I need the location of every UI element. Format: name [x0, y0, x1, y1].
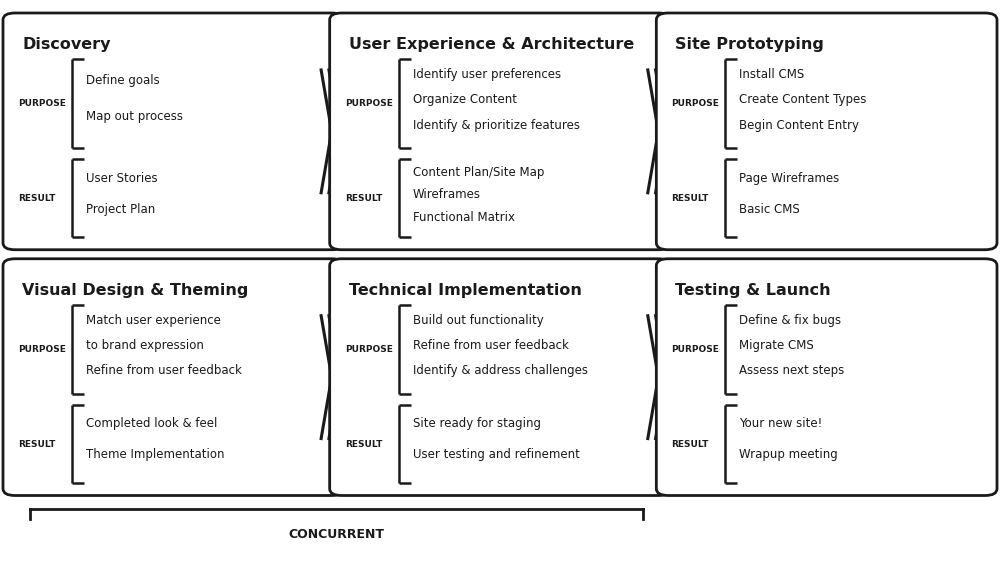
Text: RESULT: RESULT [345, 440, 382, 449]
Text: Discovery: Discovery [22, 37, 110, 52]
Text: Wrapup meeting: Wrapup meeting [739, 449, 838, 462]
Text: Content Plan/Site Map: Content Plan/Site Map [413, 166, 544, 179]
Text: Refine from user feedback: Refine from user feedback [413, 339, 569, 352]
FancyBboxPatch shape [330, 259, 670, 496]
Text: Theme Implementation: Theme Implementation [86, 449, 224, 462]
Text: Match user experience: Match user experience [86, 314, 221, 327]
Text: RESULT: RESULT [671, 440, 709, 449]
Text: Page Wireframes: Page Wireframes [739, 172, 840, 185]
Text: PURPOSE: PURPOSE [18, 99, 66, 108]
Text: PURPOSE: PURPOSE [18, 345, 66, 354]
Text: Create Content Types: Create Content Types [739, 93, 867, 106]
Text: RESULT: RESULT [18, 194, 55, 203]
Text: RESULT: RESULT [18, 440, 55, 449]
Text: Testing & Launch: Testing & Launch [675, 282, 831, 298]
Text: User Stories: User Stories [86, 172, 158, 185]
Text: Wireframes: Wireframes [413, 189, 481, 202]
Text: User Experience & Architecture: User Experience & Architecture [349, 37, 634, 52]
Text: Define & fix bugs: Define & fix bugs [739, 314, 841, 327]
Text: Assess next steps: Assess next steps [739, 364, 845, 377]
Text: Define goals: Define goals [86, 74, 160, 87]
Text: Map out process: Map out process [86, 110, 183, 123]
Text: Your new site!: Your new site! [739, 418, 823, 431]
Text: Visual Design & Theming: Visual Design & Theming [22, 282, 248, 298]
FancyBboxPatch shape [3, 259, 344, 496]
Text: Migrate CMS: Migrate CMS [739, 339, 814, 352]
Text: Identify & address challenges: Identify & address challenges [413, 364, 588, 377]
Text: to brand expression: to brand expression [86, 339, 204, 352]
FancyBboxPatch shape [656, 259, 997, 496]
FancyBboxPatch shape [330, 13, 670, 250]
FancyBboxPatch shape [3, 13, 344, 250]
FancyBboxPatch shape [656, 13, 997, 250]
Text: Identify user preferences: Identify user preferences [413, 68, 561, 81]
Text: Build out functionality: Build out functionality [413, 314, 543, 327]
Text: Organize Content: Organize Content [413, 93, 517, 106]
Text: PURPOSE: PURPOSE [671, 99, 719, 108]
Text: Install CMS: Install CMS [739, 68, 805, 81]
Text: PURPOSE: PURPOSE [671, 345, 719, 354]
Text: Technical Implementation: Technical Implementation [349, 282, 582, 298]
Text: RESULT: RESULT [345, 194, 382, 203]
Text: Site Prototyping: Site Prototyping [675, 37, 824, 52]
Text: Begin Content Entry: Begin Content Entry [739, 119, 859, 132]
Text: PURPOSE: PURPOSE [345, 345, 393, 354]
Text: Site ready for staging: Site ready for staging [413, 418, 541, 431]
Text: RESULT: RESULT [671, 194, 709, 203]
Text: PURPOSE: PURPOSE [345, 99, 393, 108]
Text: User testing and refinement: User testing and refinement [413, 449, 580, 462]
Text: Project Plan: Project Plan [86, 203, 155, 216]
Text: Refine from user feedback: Refine from user feedback [86, 364, 242, 377]
Text: Completed look & feel: Completed look & feel [86, 418, 217, 431]
Text: Basic CMS: Basic CMS [739, 203, 800, 216]
Text: CONCURRENT: CONCURRENT [289, 528, 385, 541]
Text: Identify & prioritize features: Identify & prioritize features [413, 119, 580, 132]
Text: Functional Matrix: Functional Matrix [413, 211, 515, 224]
